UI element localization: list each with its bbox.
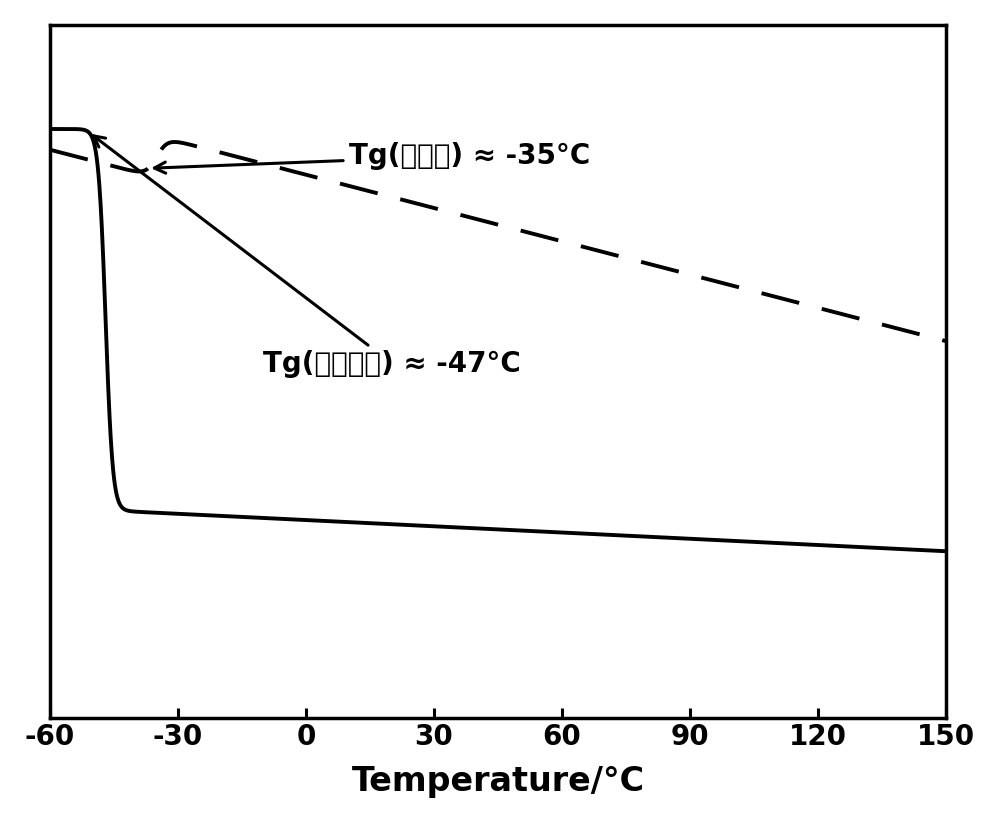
X-axis label: Temperature/°C: Temperature/°C [351, 765, 645, 798]
Text: Tg(聚氨酷) ≈ -35°C: Tg(聚氨酷) ≈ -35°C [154, 142, 590, 173]
Text: Tg(聚酰软段) ≈ -47°C: Tg(聚酰软段) ≈ -47°C [93, 136, 521, 378]
